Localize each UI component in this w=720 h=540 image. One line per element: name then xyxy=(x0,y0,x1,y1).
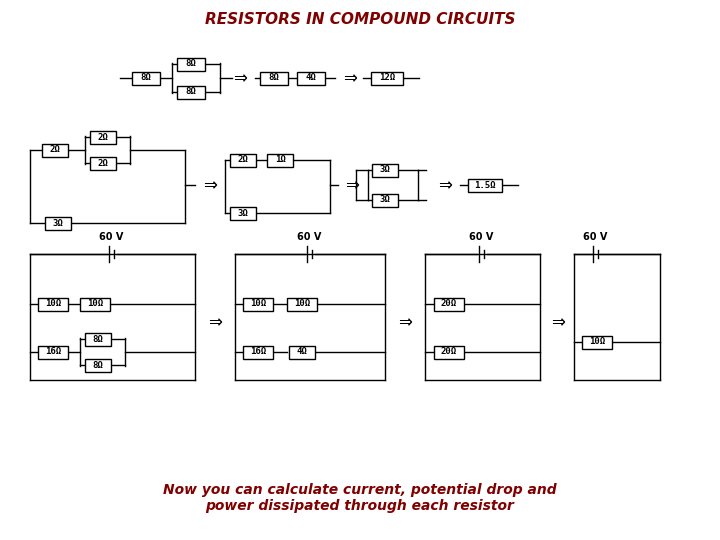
FancyBboxPatch shape xyxy=(85,359,111,372)
Text: 10Ω: 10Ω xyxy=(45,300,61,308)
Text: 10Ω: 10Ω xyxy=(87,300,103,308)
Text: 16Ω: 16Ω xyxy=(250,348,266,356)
FancyBboxPatch shape xyxy=(85,333,111,346)
FancyBboxPatch shape xyxy=(468,179,502,192)
FancyBboxPatch shape xyxy=(45,217,71,230)
FancyBboxPatch shape xyxy=(371,71,403,84)
Text: 8Ω: 8Ω xyxy=(93,361,104,369)
Text: 3Ω: 3Ω xyxy=(238,208,248,218)
FancyBboxPatch shape xyxy=(434,346,464,359)
FancyBboxPatch shape xyxy=(582,335,612,348)
FancyBboxPatch shape xyxy=(297,71,325,84)
FancyBboxPatch shape xyxy=(230,153,256,166)
Text: 8Ω: 8Ω xyxy=(269,73,279,83)
Text: 60 V: 60 V xyxy=(297,232,322,242)
FancyBboxPatch shape xyxy=(177,57,205,71)
Text: 10Ω: 10Ω xyxy=(294,300,310,308)
Text: 60 V: 60 V xyxy=(583,232,608,242)
Text: ⇒: ⇒ xyxy=(233,69,247,87)
Text: 3Ω: 3Ω xyxy=(379,165,390,174)
Text: 12Ω: 12Ω xyxy=(379,73,395,83)
Text: Now you can calculate current, potential drop and
power dissipated through each : Now you can calculate current, potential… xyxy=(163,483,557,513)
Text: 4Ω: 4Ω xyxy=(297,348,307,356)
FancyBboxPatch shape xyxy=(372,193,398,206)
FancyBboxPatch shape xyxy=(132,71,160,84)
FancyBboxPatch shape xyxy=(267,153,293,166)
Text: 20Ω: 20Ω xyxy=(441,300,457,308)
FancyBboxPatch shape xyxy=(38,298,68,310)
FancyBboxPatch shape xyxy=(230,206,256,219)
Text: ⇒: ⇒ xyxy=(438,176,452,194)
FancyBboxPatch shape xyxy=(80,298,110,310)
FancyBboxPatch shape xyxy=(243,346,273,359)
Text: 60 V: 60 V xyxy=(99,232,124,242)
FancyBboxPatch shape xyxy=(287,298,317,310)
Text: 2Ω: 2Ω xyxy=(98,132,109,141)
Text: RESISTORS IN COMPOUND CIRCUITS: RESISTORS IN COMPOUND CIRCUITS xyxy=(204,12,516,28)
FancyBboxPatch shape xyxy=(243,298,273,310)
Text: 10Ω: 10Ω xyxy=(250,300,266,308)
Text: ⇒: ⇒ xyxy=(551,313,565,331)
Text: ⇒: ⇒ xyxy=(203,176,217,194)
Text: 4Ω: 4Ω xyxy=(305,73,316,83)
FancyBboxPatch shape xyxy=(90,131,116,144)
Text: 3Ω: 3Ω xyxy=(379,195,390,205)
FancyBboxPatch shape xyxy=(177,85,205,98)
Text: 20Ω: 20Ω xyxy=(441,348,457,356)
Text: ⇒: ⇒ xyxy=(343,69,357,87)
FancyBboxPatch shape xyxy=(289,346,315,359)
Text: ⇒: ⇒ xyxy=(208,313,222,331)
Text: 8Ω: 8Ω xyxy=(186,59,197,69)
FancyBboxPatch shape xyxy=(38,346,68,359)
Text: 8Ω: 8Ω xyxy=(93,334,104,343)
Text: 10Ω: 10Ω xyxy=(589,338,605,347)
Text: 16Ω: 16Ω xyxy=(45,348,61,356)
FancyBboxPatch shape xyxy=(42,144,68,157)
Text: 1.5Ω: 1.5Ω xyxy=(474,180,496,190)
Text: 2Ω: 2Ω xyxy=(98,159,109,167)
Text: ⇒: ⇒ xyxy=(345,176,359,194)
FancyBboxPatch shape xyxy=(90,157,116,170)
Text: 1Ω: 1Ω xyxy=(274,156,285,165)
Text: 2Ω: 2Ω xyxy=(238,156,248,165)
Text: 8Ω: 8Ω xyxy=(140,73,151,83)
Text: 60 V: 60 V xyxy=(469,232,494,242)
FancyBboxPatch shape xyxy=(434,298,464,310)
Text: 3Ω: 3Ω xyxy=(53,219,63,227)
Text: 8Ω: 8Ω xyxy=(186,87,197,97)
FancyBboxPatch shape xyxy=(260,71,288,84)
Text: 2Ω: 2Ω xyxy=(50,145,60,154)
FancyBboxPatch shape xyxy=(372,164,398,177)
Text: ⇒: ⇒ xyxy=(398,313,412,331)
